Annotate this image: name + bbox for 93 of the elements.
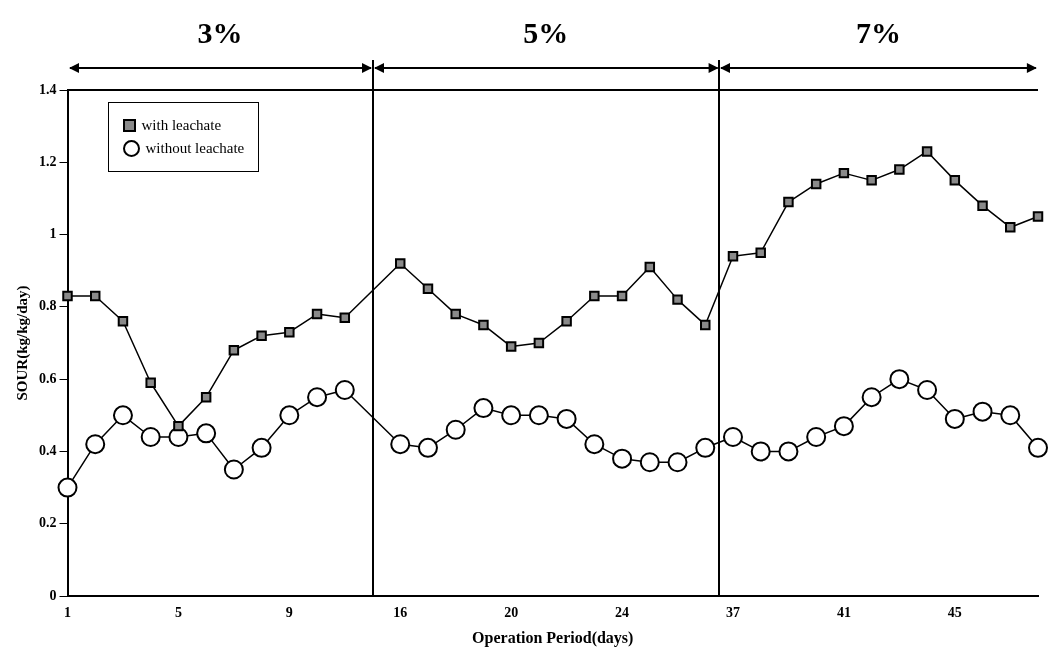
x-axis-title: Operation Period(days): [472, 628, 634, 647]
point: [256, 330, 267, 342]
point: [838, 167, 850, 179]
point: [307, 387, 328, 408]
point: [833, 416, 854, 437]
point: [949, 175, 961, 186]
point: [727, 251, 739, 262]
point: [1005, 222, 1016, 233]
point: [501, 405, 522, 426]
point: [972, 401, 993, 422]
y-tick-label: 1: [49, 226, 57, 242]
point: [917, 379, 938, 400]
y-tick-label: 0.6: [39, 370, 57, 386]
y-axis-title: SOUR(kg/kg/day): [13, 285, 31, 401]
y-tick-label: 0.2: [39, 515, 57, 531]
point: [556, 408, 577, 429]
text: 5%: [523, 16, 569, 50]
y-tick-label: 1.2: [39, 153, 57, 169]
point: [806, 426, 827, 447]
point: [589, 290, 600, 302]
point: [810, 178, 822, 190]
x-tick-label: 41: [836, 605, 851, 621]
point: [445, 419, 466, 440]
point: [251, 437, 272, 458]
point: [339, 312, 351, 323]
point: [223, 459, 244, 480]
point: [228, 344, 240, 356]
point: [861, 387, 882, 408]
point: [62, 290, 73, 302]
x-tick-label: 37: [725, 605, 740, 621]
point: [894, 164, 905, 175]
point: [89, 290, 101, 302]
point: [533, 337, 545, 349]
point: [695, 437, 716, 458]
x-tick-label: 20: [504, 605, 519, 621]
text: 3%: [197, 16, 243, 50]
point: [977, 200, 988, 211]
point: [57, 477, 78, 498]
y-tick-label: 0.8: [39, 298, 57, 314]
point: [616, 290, 628, 302]
point: [889, 369, 910, 390]
point: [866, 175, 877, 186]
point: [279, 405, 300, 426]
x-tick-label: 5: [174, 605, 182, 621]
point: [334, 379, 355, 400]
point: [390, 434, 411, 455]
point: [311, 308, 323, 320]
point: [417, 437, 438, 458]
point: [755, 247, 766, 258]
x-tick-label: 16: [393, 605, 408, 621]
point: [505, 341, 517, 352]
point: [528, 405, 549, 426]
point: [750, 441, 771, 462]
point: [200, 391, 212, 403]
point: [196, 423, 217, 444]
point: [722, 426, 743, 447]
point: [450, 308, 461, 320]
point: [667, 452, 688, 473]
point: [584, 434, 605, 455]
y-tick-label: 0.4: [39, 443, 57, 459]
point: [944, 408, 965, 429]
point: [921, 146, 933, 157]
point: [778, 441, 799, 462]
y-tick-label: 1.4: [39, 81, 57, 97]
point: [1028, 437, 1048, 458]
point: [783, 196, 794, 208]
point: [85, 434, 106, 455]
x-tick-label: 1: [64, 605, 71, 621]
y-tick-label: 0: [49, 587, 57, 603]
point: [639, 452, 660, 473]
point: [561, 316, 572, 327]
point: [422, 283, 434, 295]
x-tick-label: 9: [285, 605, 293, 621]
point: [700, 319, 711, 331]
text: 7%: [856, 16, 902, 50]
point: [612, 448, 633, 469]
point: [644, 261, 656, 273]
point: [478, 319, 489, 331]
x-tick-label: 24: [615, 605, 630, 621]
point: [140, 426, 161, 447]
point: [672, 294, 683, 305]
point: [284, 326, 295, 338]
legend-label: with leachate: [141, 117, 222, 134]
point: [117, 316, 129, 327]
point: [1000, 405, 1021, 426]
x-tick-label: 45: [947, 605, 962, 621]
point: [473, 398, 494, 419]
point: [395, 258, 406, 269]
point: [173, 420, 184, 432]
point: [1032, 211, 1044, 222]
point: [112, 405, 133, 426]
legend-label: without leachate: [145, 140, 245, 157]
point: [145, 377, 156, 388]
